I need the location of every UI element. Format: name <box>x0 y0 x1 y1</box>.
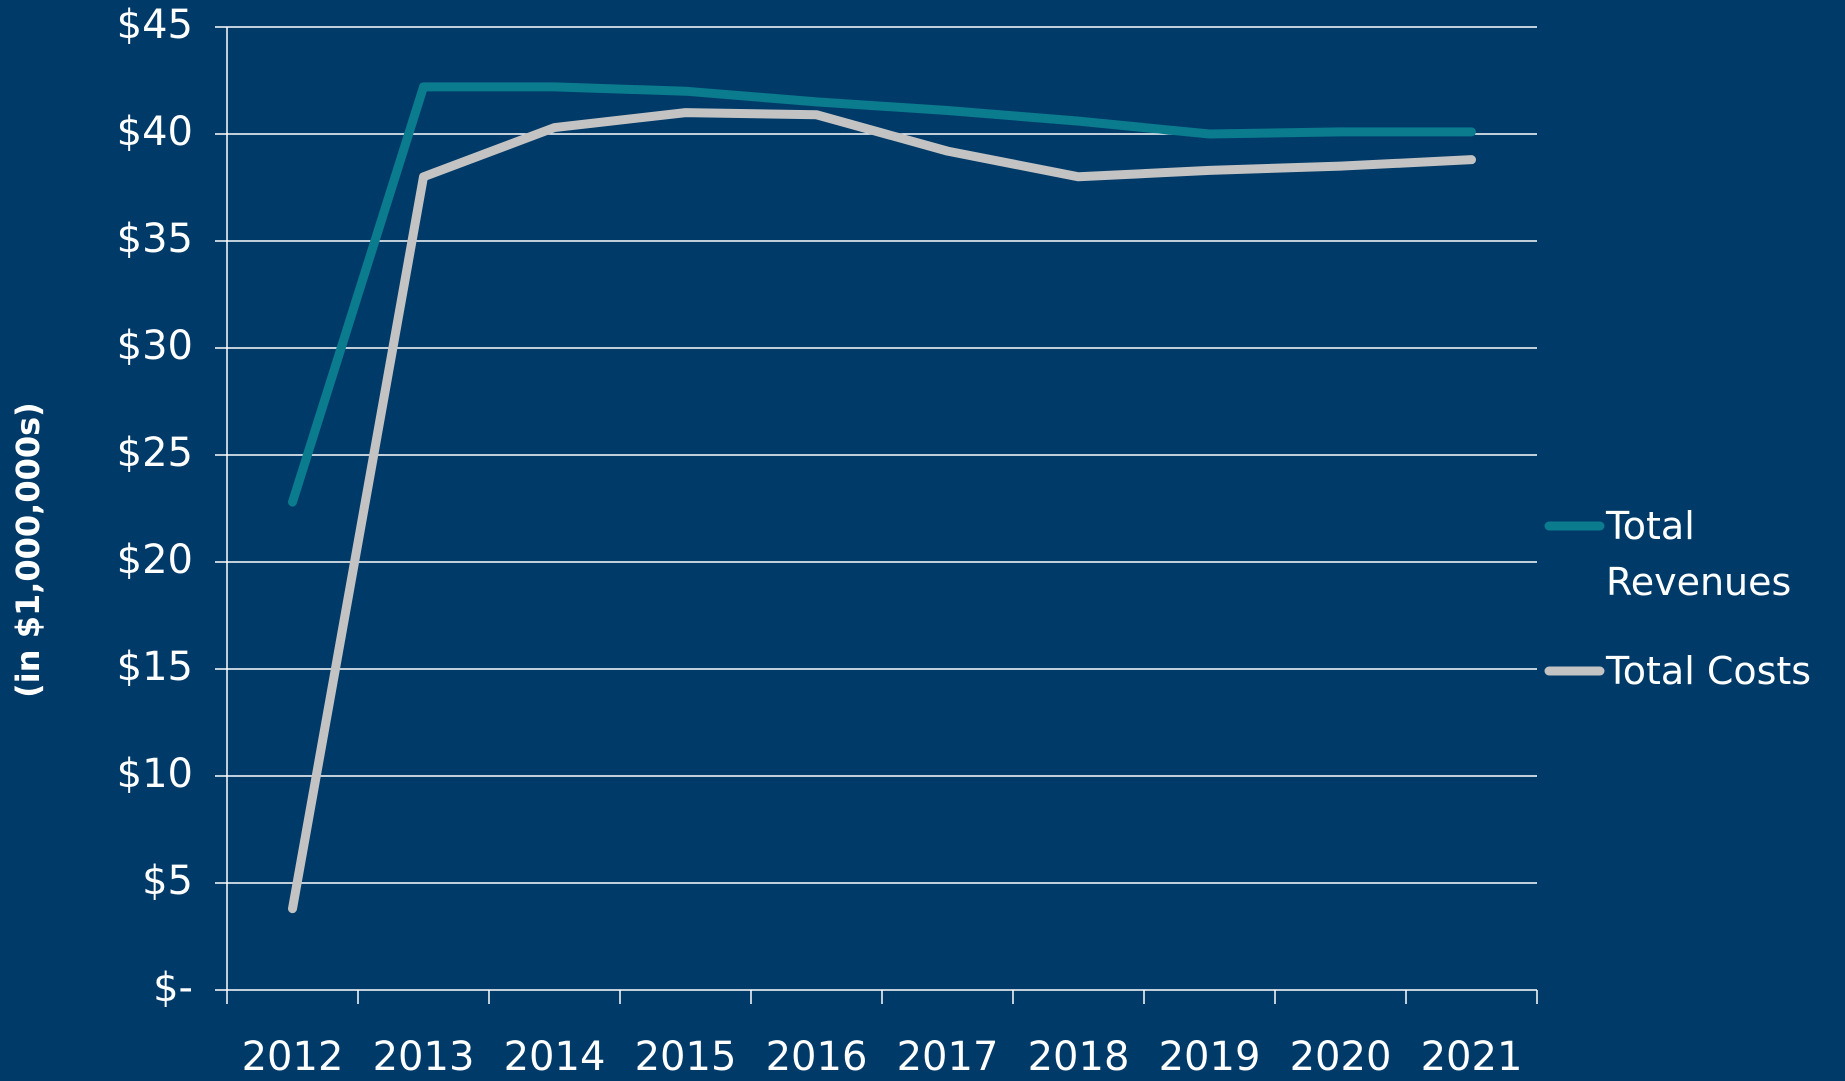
y-tick-label: $25 <box>117 430 193 476</box>
line-series <box>288 82 1476 507</box>
x-tick-label: 2013 <box>373 1034 475 1080</box>
x-tick-label: 2015 <box>635 1034 737 1080</box>
x-tick-label: 2016 <box>766 1034 868 1080</box>
y-tick-label: $10 <box>117 751 193 797</box>
y-tick-label: $15 <box>117 644 193 690</box>
y-tick-label: $35 <box>117 216 193 262</box>
x-tick-label: 2019 <box>1159 1034 1261 1080</box>
y-tick-label: $20 <box>117 537 193 583</box>
legend-label: Total Costs <box>1606 649 1812 693</box>
x-tick-label: 2018 <box>1028 1034 1130 1080</box>
y-axis-label: (in $1,000,000s) <box>9 402 47 698</box>
legend-label: Total Revenues <box>1606 504 1792 604</box>
x-tick-label: 2020 <box>1290 1034 1392 1080</box>
y-tick-label: $5 <box>142 858 193 904</box>
x-tick-label: 2014 <box>504 1034 606 1080</box>
y-tick-label: $- <box>153 965 193 1011</box>
y-tick-label: $40 <box>117 109 193 155</box>
x-tick-label: 2017 <box>897 1034 999 1080</box>
x-tick-label: 2012 <box>242 1034 344 1080</box>
x-tick-label: 2021 <box>1421 1034 1523 1080</box>
line-series <box>288 108 1476 914</box>
y-tick-label: $45 <box>117 2 193 48</box>
y-tick-label: $30 <box>117 323 193 369</box>
